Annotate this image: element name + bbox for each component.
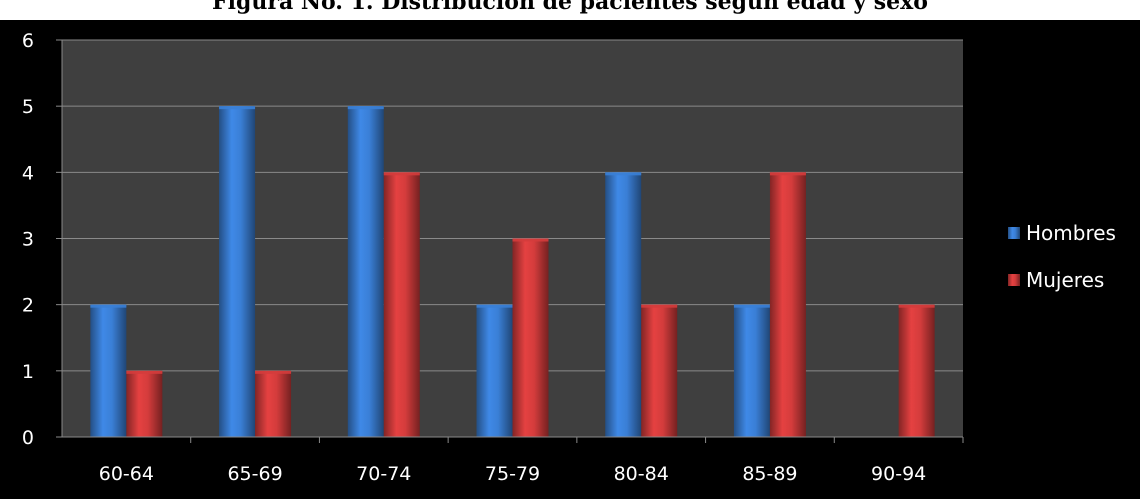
legend-swatch-mujeres [1008,274,1020,286]
chart-title: Figura No. 1. Distribución de pacientes … [212,0,928,15]
bar-cap [769,172,806,176]
y-tick-label-6: 6 [22,30,34,52]
bar-cap [383,172,420,176]
y-tick-label-4: 4 [22,162,34,184]
bar-cap [219,106,256,110]
legend-label-hombres: Hombres [1026,221,1116,245]
bar-mujeres-70-74 [383,172,420,438]
y-tick-label-5: 5 [22,96,34,118]
bar-mujeres-60-64 [126,370,163,437]
chart-container: 0 1 2 3 4 5 6 60-64 65-69 70-74 75-79 80-84 85-89 90-… [0,20,1140,499]
bar-cap [605,172,642,176]
bar-hombres-80-84 [605,172,642,438]
bars [90,106,935,438]
bar-cap [898,304,935,308]
axes: 0 1 2 3 4 5 6 60-64 65-69 70-74 75-79 80-84 85-89 90-… [22,30,964,485]
bar-hombres-70-74 [347,106,384,438]
bar-cap [512,238,549,242]
x-tick-label-70-74: 70-74 [356,463,411,485]
bar-hombres-85-89 [733,304,770,437]
bar-cap [255,370,292,374]
bar-chart: 0 1 2 3 4 5 6 60-64 65-69 70-74 75-79 80-84 85-89 90-… [22,30,1116,485]
bar-cap [90,304,127,308]
x-tick-label-90-94: 90-94 [871,463,926,485]
legend-swatch-hombres [1008,227,1020,239]
bar-mujeres-65-69 [255,370,292,437]
bar-hombres-65-69 [219,106,256,438]
bar-mujeres-75-79 [512,238,549,437]
bar-cap [347,106,384,110]
y-tick-label-3: 3 [22,229,34,251]
legend: Hombres Mujeres [1008,221,1116,292]
y-tick-label-0: 0 [22,427,34,449]
bar-cap [641,304,678,308]
bar-cap [476,304,513,308]
bar-mujeres-80-84 [641,304,678,437]
x-tick-label-80-84: 80-84 [614,463,669,485]
y-tick-label-2: 2 [22,295,34,317]
y-tick-label-1: 1 [22,361,34,383]
x-tick-label-75-79: 75-79 [485,463,540,485]
bar-hombres-60-64 [90,304,127,437]
bar-mujeres-90-94 [898,304,935,437]
x-tick-label-60-64: 60-64 [99,463,154,485]
bar-cap [126,370,163,374]
x-tick-label-65-69: 65-69 [227,463,282,485]
bar-hombres-75-79 [476,304,513,437]
x-tick-label-85-89: 85-89 [742,463,797,485]
legend-label-mujeres: Mujeres [1026,268,1104,292]
bar-mujeres-85-89 [769,172,806,438]
bar-cap [733,304,770,308]
